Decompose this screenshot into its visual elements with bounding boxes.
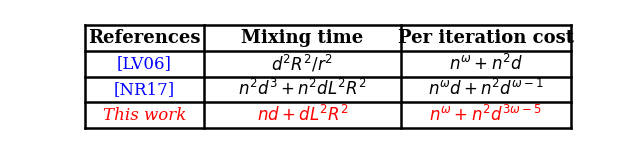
Text: $n^{\omega}d + n^2d^{\omega-1}$: $n^{\omega}d + n^2d^{\omega-1}$: [428, 79, 544, 100]
Text: $n^{\omega} + n^2d$: $n^{\omega} + n^2d$: [449, 53, 523, 74]
Text: $nd + dL^2R^2$: $nd + dL^2R^2$: [257, 105, 348, 125]
Text: Per iteration cost: Per iteration cost: [398, 29, 574, 47]
Text: This work: This work: [103, 107, 186, 124]
Text: $n^2d^3 + n^2dL^2R^2$: $n^2d^3 + n^2dL^2R^2$: [238, 79, 367, 100]
Text: References: References: [88, 29, 201, 47]
Text: [NR17]: [NR17]: [114, 81, 175, 98]
Text: Mixing time: Mixing time: [241, 29, 364, 47]
Text: [LV06]: [LV06]: [117, 55, 172, 72]
Text: $d^2R^2/r^2$: $d^2R^2/r^2$: [271, 53, 333, 74]
Text: $n^{\omega} + n^2d^{3\omega-5}$: $n^{\omega} + n^2d^{3\omega-5}$: [429, 105, 543, 125]
